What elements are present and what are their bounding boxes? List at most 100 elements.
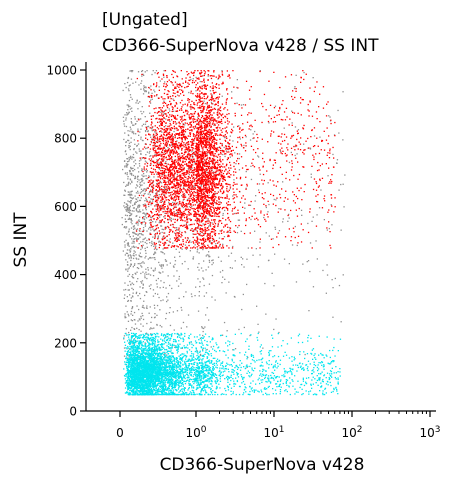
event-dot xyxy=(302,70,304,72)
event-dot xyxy=(303,124,305,127)
event-dot xyxy=(166,300,168,303)
event-dot xyxy=(277,181,279,183)
event-dot xyxy=(198,200,201,202)
event-dot xyxy=(142,315,144,317)
event-dot xyxy=(163,281,165,284)
event-dot xyxy=(203,237,205,239)
event-dot xyxy=(131,131,133,134)
event-dot xyxy=(321,207,324,209)
event-dot xyxy=(242,195,244,197)
event-dot xyxy=(256,305,258,307)
event-dot xyxy=(173,184,175,186)
event-dot xyxy=(162,264,164,266)
event-dot xyxy=(144,116,146,118)
event-dot xyxy=(193,118,195,120)
event-dot xyxy=(163,83,165,85)
event-dot xyxy=(193,180,195,183)
event-dot xyxy=(222,186,224,188)
event-dot xyxy=(209,148,212,150)
event-dot xyxy=(257,148,259,150)
event-dot xyxy=(213,155,215,158)
event-dot xyxy=(156,82,158,84)
event-dot xyxy=(297,161,299,163)
event-dot xyxy=(201,100,203,102)
event-dot xyxy=(125,252,128,254)
event-dot xyxy=(125,316,127,319)
event-dot xyxy=(332,166,335,168)
event-dot xyxy=(210,210,212,212)
event-dot xyxy=(124,214,127,216)
event-dot xyxy=(168,240,170,242)
event-dot xyxy=(169,164,171,166)
event-dot xyxy=(227,217,229,219)
event-dot xyxy=(193,128,195,130)
event-dot xyxy=(265,205,267,207)
event-dot xyxy=(161,110,163,112)
event-dot xyxy=(326,229,328,231)
event-dot xyxy=(211,152,214,154)
event-dot xyxy=(187,208,189,210)
event-dot xyxy=(246,283,248,286)
event-dot xyxy=(190,116,192,119)
event-dot xyxy=(147,216,150,218)
event-dot xyxy=(188,167,190,169)
event-dot xyxy=(218,221,220,223)
event-dot xyxy=(167,221,169,224)
event-dot xyxy=(179,207,181,210)
event-dot xyxy=(207,140,209,142)
event-dot xyxy=(188,214,191,216)
event-dot xyxy=(290,151,292,154)
event-dot xyxy=(197,206,199,208)
event-dot xyxy=(125,141,127,143)
event-dot xyxy=(224,179,226,182)
event-dot xyxy=(184,237,187,239)
event-dot xyxy=(276,114,278,116)
event-dot xyxy=(182,90,184,92)
event-dot xyxy=(174,144,176,146)
event-dot xyxy=(209,131,211,134)
event-dot xyxy=(199,120,201,122)
event-dot xyxy=(281,173,283,175)
event-dot xyxy=(134,168,136,171)
event-dot xyxy=(233,171,235,173)
event-dot xyxy=(207,234,209,236)
event-dot xyxy=(223,146,225,149)
event-dot xyxy=(136,77,138,80)
event-dot xyxy=(202,349,204,351)
event-dot xyxy=(170,102,172,105)
event-dot xyxy=(154,307,156,309)
event-dot xyxy=(126,311,128,313)
event-dot xyxy=(227,226,229,228)
event-dot xyxy=(206,212,208,214)
event-dot xyxy=(156,219,158,221)
event-dot xyxy=(173,175,175,177)
event-dot xyxy=(189,177,191,179)
event-dot xyxy=(188,206,191,208)
event-dot xyxy=(163,100,165,102)
event-dot xyxy=(212,153,214,155)
event-dot xyxy=(147,125,150,128)
event-dot xyxy=(185,145,187,147)
event-dot xyxy=(150,190,153,192)
event-dot xyxy=(159,272,162,274)
event-dot xyxy=(211,99,213,101)
event-dot xyxy=(127,109,129,111)
event-dot xyxy=(194,204,196,206)
event-dot xyxy=(205,162,207,164)
event-dot xyxy=(217,183,219,185)
event-dot xyxy=(198,187,200,189)
event-dot xyxy=(179,225,182,227)
event-dot xyxy=(148,285,151,287)
event-dot xyxy=(135,163,137,165)
event-dot xyxy=(133,328,135,330)
event-dot xyxy=(226,330,228,332)
event-dot xyxy=(220,173,222,175)
event-dot xyxy=(216,183,218,185)
event-dot xyxy=(223,135,225,137)
event-dot xyxy=(174,87,176,89)
event-dot xyxy=(211,141,213,144)
event-dot xyxy=(216,246,218,248)
event-dot xyxy=(132,257,135,260)
event-dot xyxy=(231,91,233,93)
event-dot xyxy=(309,100,311,102)
